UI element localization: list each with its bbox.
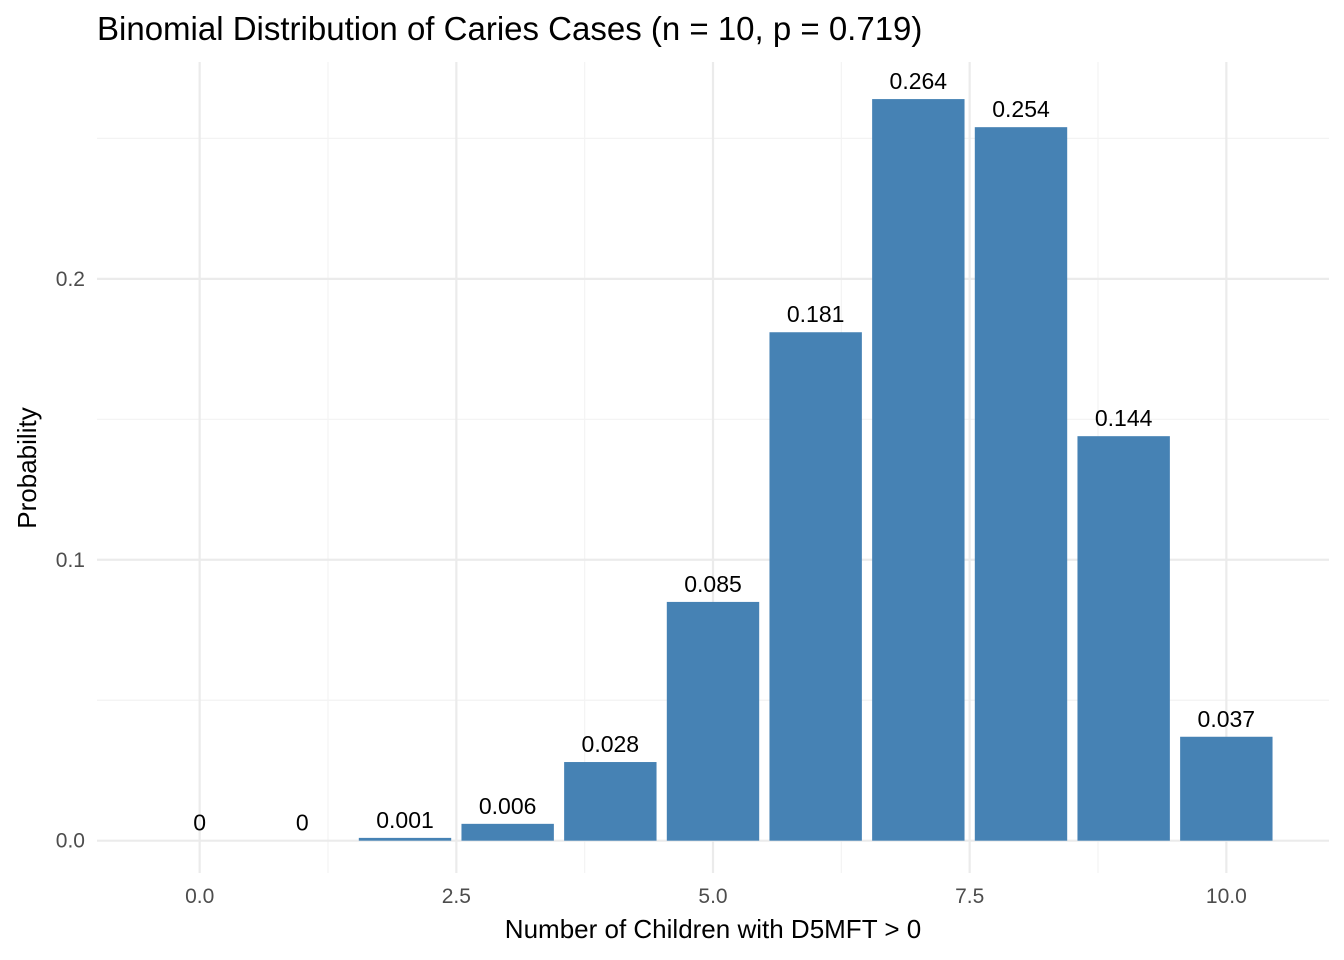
bar-7	[872, 99, 965, 841]
y-tick-label: 0.1	[56, 549, 85, 572]
bar-label-9: 0.144	[1095, 405, 1153, 431]
bar-label-7: 0.264	[890, 68, 948, 94]
bar-10	[1180, 736, 1273, 841]
x-axis-title: Number of Children with D5MFT > 0	[505, 914, 921, 944]
bar-label-3: 0.006	[479, 793, 537, 819]
bar-label-4: 0.028	[582, 731, 640, 757]
bar-4	[564, 762, 657, 841]
y-axis-ticks: 0.0 0.1 0.2	[56, 268, 85, 853]
bar-label-6: 0.181	[787, 301, 845, 327]
y-axis-title: Probability	[12, 407, 42, 528]
bar-8	[974, 127, 1068, 841]
bar-label-0: 0	[193, 810, 206, 836]
bar-labels-layer: 0 0 0.001 0.006 0.028 0.085 0.181 0.264 0.254 0.1…	[193, 68, 1255, 836]
bar-6	[769, 332, 862, 841]
x-tick-label: 10.0	[1206, 885, 1247, 908]
bar-label-2: 0.001	[376, 807, 434, 833]
bar-3	[461, 823, 554, 841]
chart-title: Binomial Distribution of Caries Cases (n…	[97, 10, 922, 47]
bar-2	[358, 837, 452, 841]
x-tick-label: 5.0	[698, 885, 727, 908]
bar-label-10: 0.037	[1198, 706, 1256, 732]
x-tick-label: 2.5	[442, 885, 471, 908]
x-tick-label: 0.0	[185, 885, 214, 908]
y-tick-label: 0.2	[56, 268, 85, 291]
y-tick-label: 0.0	[56, 830, 85, 853]
bar-5	[666, 601, 760, 841]
bar-label-8: 0.254	[992, 96, 1050, 122]
x-axis-ticks: 0.0 2.5 5.0 7.5 10.0	[185, 885, 1247, 908]
bar-9	[1077, 436, 1170, 841]
bars-layer	[358, 99, 1273, 841]
bar-label-5: 0.085	[684, 571, 742, 597]
bar-label-1: 0	[296, 810, 309, 836]
x-tick-label: 7.5	[955, 885, 984, 908]
